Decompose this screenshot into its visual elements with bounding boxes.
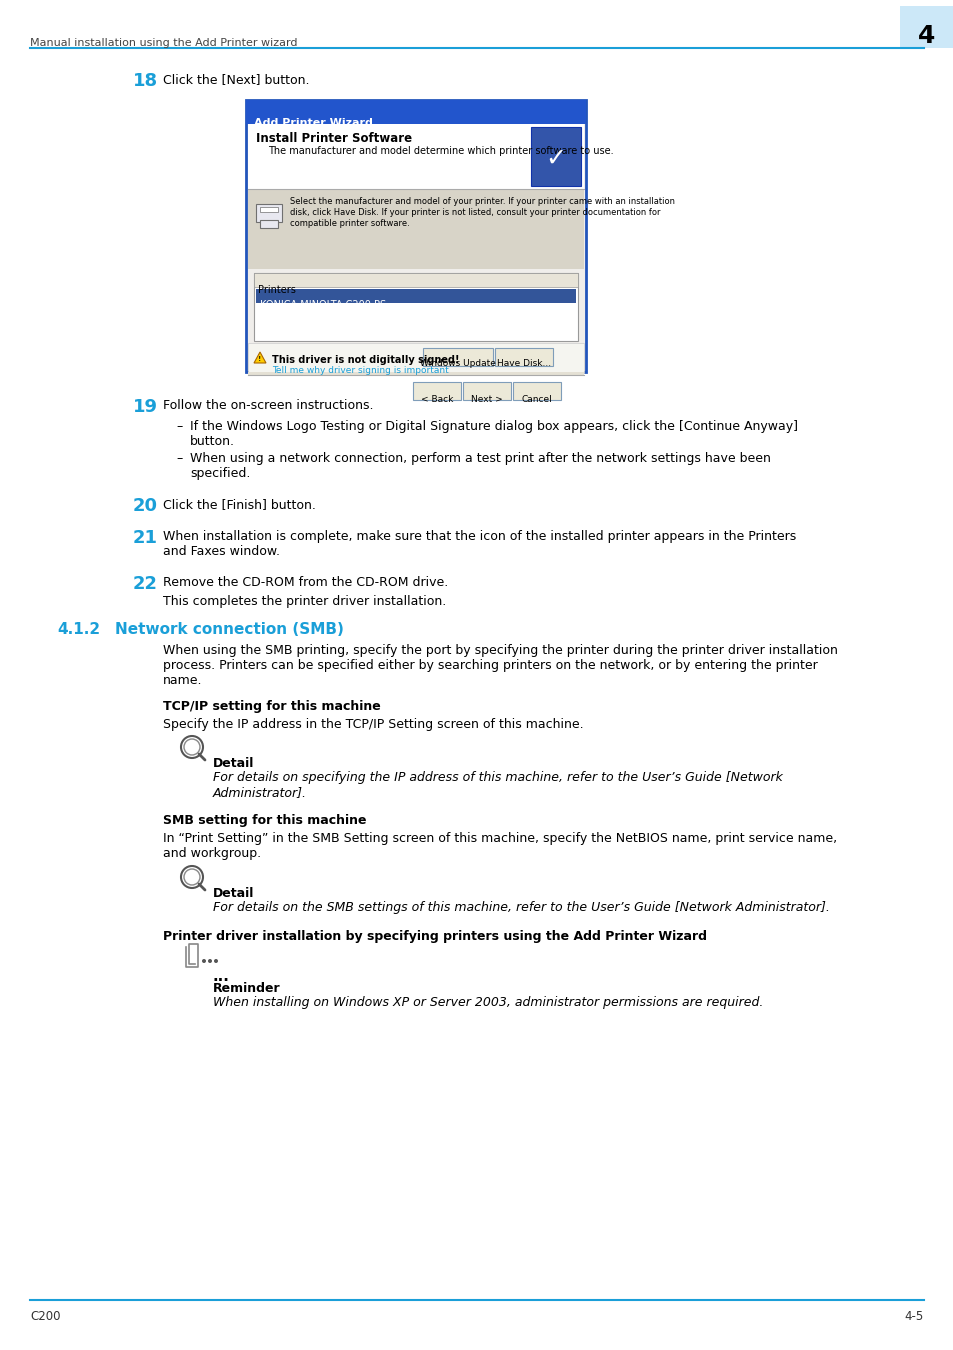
Text: ...: ... xyxy=(213,969,230,984)
Bar xyxy=(248,373,583,375)
Text: Reminder: Reminder xyxy=(213,981,280,995)
Bar xyxy=(255,204,282,221)
Text: name.: name. xyxy=(163,674,202,687)
Text: 4: 4 xyxy=(918,24,935,49)
Text: The manufacturer and model determine which printer software to use.: The manufacturer and model determine whi… xyxy=(268,146,613,157)
Text: Select the manufacturer and model of your printer. If your printer came with an : Select the manufacturer and model of you… xyxy=(290,197,675,207)
Text: Network connection (SMB): Network connection (SMB) xyxy=(115,622,343,637)
Circle shape xyxy=(213,958,218,963)
Text: Install Printer Software: Install Printer Software xyxy=(255,132,412,144)
Text: Click the [Next] button.: Click the [Next] button. xyxy=(163,73,309,86)
Bar xyxy=(260,220,277,228)
Text: 4-5: 4-5 xyxy=(903,1310,923,1323)
Text: 4.1.2: 4.1.2 xyxy=(57,622,100,637)
FancyBboxPatch shape xyxy=(462,382,511,400)
Text: Add Printer Wizard: Add Printer Wizard xyxy=(253,117,373,128)
Circle shape xyxy=(184,869,200,886)
Bar xyxy=(253,273,578,342)
Text: 22: 22 xyxy=(132,575,158,593)
Text: Tell me why driver signing is important: Tell me why driver signing is important xyxy=(272,366,448,375)
Bar xyxy=(248,189,583,269)
Text: For details on specifying the IP address of this machine, refer to the User’s Gu: For details on specifying the IP address… xyxy=(213,771,782,784)
Text: –: – xyxy=(175,452,182,464)
Text: SMB setting for this machine: SMB setting for this machine xyxy=(163,814,366,828)
Text: When using the SMB printing, specify the port by specifying the printer during t: When using the SMB printing, specify the… xyxy=(163,644,837,657)
FancyBboxPatch shape xyxy=(495,348,553,366)
Text: When using a network connection, perform a test print after the network settings: When using a network connection, perform… xyxy=(190,452,770,464)
Circle shape xyxy=(208,958,212,963)
Circle shape xyxy=(181,736,203,757)
Text: Detail: Detail xyxy=(213,887,254,900)
FancyBboxPatch shape xyxy=(513,382,560,400)
Text: button.: button. xyxy=(190,435,234,448)
Text: < Back: < Back xyxy=(420,396,453,404)
Circle shape xyxy=(184,738,200,755)
Text: ✓: ✓ xyxy=(545,147,566,171)
Text: For details on the SMB settings of this machine, refer to the User’s Guide [Netw: For details on the SMB settings of this … xyxy=(213,900,829,914)
Text: TCP/IP setting for this machine: TCP/IP setting for this machine xyxy=(163,701,380,713)
Text: Manual installation using the Add Printer wizard: Manual installation using the Add Printe… xyxy=(30,38,297,49)
Bar xyxy=(899,5,953,49)
Bar xyxy=(255,289,576,302)
Text: compatible printer software.: compatible printer software. xyxy=(290,219,410,228)
Bar xyxy=(260,207,277,212)
Text: Cancel: Cancel xyxy=(521,396,552,404)
Text: 19: 19 xyxy=(132,398,158,416)
Bar xyxy=(248,124,583,189)
FancyBboxPatch shape xyxy=(246,100,585,373)
Bar xyxy=(248,343,583,373)
Text: In “Print Setting” in the SMB Setting screen of this machine, specify the NetBIO: In “Print Setting” in the SMB Setting sc… xyxy=(163,832,836,845)
Text: specified.: specified. xyxy=(190,467,250,481)
Text: KONICA MINOLTA C200 PS: KONICA MINOLTA C200 PS xyxy=(260,300,386,310)
Text: Follow the on-screen instructions.: Follow the on-screen instructions. xyxy=(163,400,374,412)
Bar xyxy=(246,100,585,124)
Text: Windows Update: Windows Update xyxy=(419,359,496,369)
Text: Specify the IP address in the TCP/IP Setting screen of this machine.: Specify the IP address in the TCP/IP Set… xyxy=(163,718,583,730)
Text: disk, click Have Disk. If your printer is not listed, consult your printer docum: disk, click Have Disk. If your printer i… xyxy=(290,208,659,217)
Text: –: – xyxy=(175,420,182,433)
Text: C200: C200 xyxy=(30,1310,60,1323)
Text: and workgroup.: and workgroup. xyxy=(163,846,261,860)
Text: process. Printers can be specified either by searching printers on the network, : process. Printers can be specified eithe… xyxy=(163,659,817,672)
Text: When installing on Windows XP or Server 2003, administrator permissions are requ: When installing on Windows XP or Server … xyxy=(213,996,762,1008)
Text: This completes the printer driver installation.: This completes the printer driver instal… xyxy=(163,595,446,608)
Text: Click the [Finish] button.: Click the [Finish] button. xyxy=(163,498,315,512)
Text: Printer driver installation by specifying printers using the Add Printer Wizard: Printer driver installation by specifyin… xyxy=(163,930,706,944)
Text: 18: 18 xyxy=(132,72,158,90)
Text: Administrator].: Administrator]. xyxy=(213,786,307,799)
Text: Printers: Printers xyxy=(257,285,295,296)
Text: Remove the CD-ROM from the CD-ROM drive.: Remove the CD-ROM from the CD-ROM drive. xyxy=(163,576,448,589)
Text: Have Disk...: Have Disk... xyxy=(497,359,551,369)
Text: Next >: Next > xyxy=(471,396,502,404)
Text: When installation is complete, make sure that the icon of the installed printer : When installation is complete, make sure… xyxy=(163,531,796,543)
Text: 20: 20 xyxy=(132,497,158,514)
FancyBboxPatch shape xyxy=(422,348,493,366)
Text: If the Windows Logo Testing or Digital Signature dialog box appears, click the [: If the Windows Logo Testing or Digital S… xyxy=(190,420,797,433)
Bar xyxy=(531,127,580,186)
Circle shape xyxy=(181,865,203,888)
Text: and Faxes window.: and Faxes window. xyxy=(163,545,280,558)
FancyBboxPatch shape xyxy=(413,382,460,400)
Text: This driver is not digitally signed!: This driver is not digitally signed! xyxy=(272,355,459,364)
Text: !: ! xyxy=(258,356,261,362)
Bar xyxy=(253,273,578,288)
Text: 21: 21 xyxy=(132,529,158,547)
Circle shape xyxy=(202,958,206,963)
Polygon shape xyxy=(253,352,266,363)
Text: Detail: Detail xyxy=(213,757,254,769)
